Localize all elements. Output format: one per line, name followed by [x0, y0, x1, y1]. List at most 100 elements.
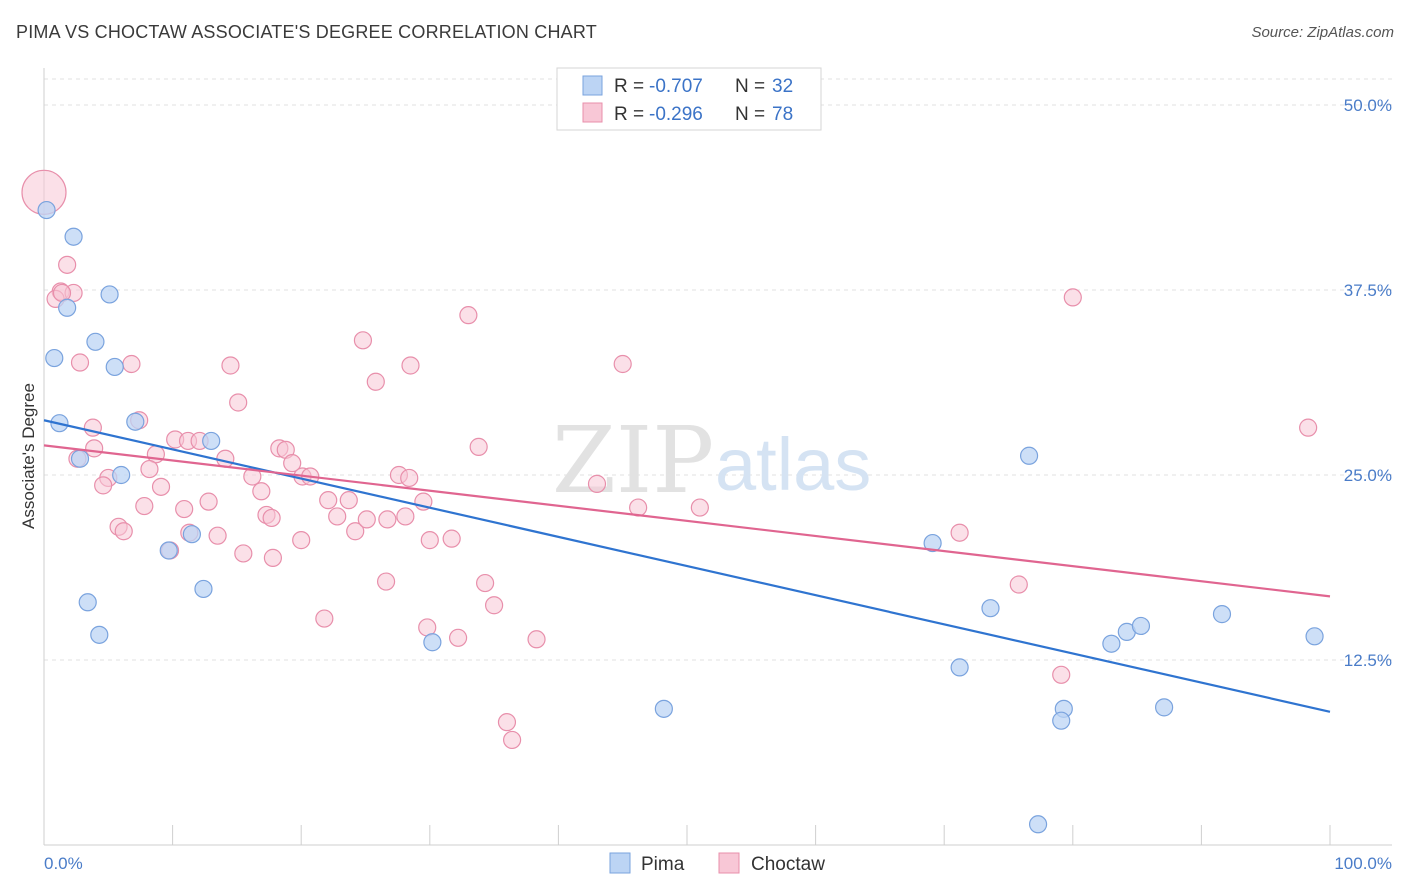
pima-point-14: [78, 593, 97, 612]
legend-n-label-choctaw: N =: [735, 104, 765, 125]
choctaw-point-63: [497, 713, 517, 732]
pima-point-18: [654, 699, 673, 718]
choctaw-point-36: [208, 526, 227, 545]
choctaw-point-19: [175, 499, 194, 519]
watermark: ZIP atlas: [552, 407, 871, 514]
x-tick-labels: 0.0% 100.0%: [44, 854, 1392, 873]
y-tick-labels: 12.5% 25.0% 37.5% 50.0%: [1344, 96, 1392, 670]
choctaw-point-51: [401, 356, 420, 375]
choctaw-point-1: [58, 255, 77, 274]
choctaw-point-10: [85, 439, 104, 458]
choctaw-point-60: [376, 572, 396, 591]
pima-point-25: [1131, 616, 1151, 636]
watermark-zip: ZIP: [552, 407, 714, 514]
legend-swatch-pima: [582, 75, 603, 96]
y-axis-label: Associate's Degree: [19, 383, 38, 529]
legend-n-value-choctaw: 78: [772, 104, 793, 125]
pima-point-9: [112, 465, 131, 485]
bottom-legend-swatch-choctaw: [718, 852, 740, 874]
chart-title: PIMA VS CHOCTAW ASSOCIATE'S DEGREE CORRE…: [16, 22, 597, 42]
choctaw-point-44: [353, 331, 373, 350]
bottom-legend-label-choctaw: Choctaw: [751, 854, 825, 875]
choctaw-point-71: [1009, 575, 1028, 594]
choctaw-point-56: [469, 437, 488, 456]
legend-n-label-pima: N =: [735, 76, 765, 97]
choctaw-point-66: [587, 474, 607, 493]
choctaw-point-45: [357, 510, 376, 529]
pima-point-17: [423, 633, 442, 652]
legend-r-label-choctaw: R =: [614, 104, 644, 125]
choctaw-point-25: [229, 393, 248, 412]
choctaw-point-57: [475, 573, 495, 593]
y-tick-label-3: 50.0%: [1344, 96, 1392, 115]
pima-point-30: [1155, 698, 1174, 717]
choctaw-point-24: [216, 449, 235, 468]
choctaw-point-26: [221, 356, 240, 375]
bottom-legend: Pima Choctaw: [609, 852, 825, 875]
pima-point-8: [70, 449, 90, 468]
legend-swatch-choctaw: [582, 102, 603, 123]
pima-point-29: [1052, 711, 1071, 730]
pima-point-16: [90, 625, 109, 644]
choctaw-point-20: [199, 492, 218, 511]
pima-trend-line: [43, 419, 1331, 713]
choctaw-point-58: [485, 596, 504, 615]
pima-point-0: [37, 200, 56, 220]
choctaw-point-55: [459, 306, 478, 325]
bottom-legend-label-pima: Pima: [641, 854, 685, 875]
choctaw-point-59: [315, 609, 334, 628]
choctaw-point-15: [151, 477, 171, 496]
pima-point-4: [58, 298, 77, 317]
choctaw-point-6: [122, 354, 141, 374]
trend-lines: [43, 419, 1331, 713]
choctaw-point-62: [448, 628, 468, 647]
x-tick-label-1: 100.0%: [1334, 854, 1392, 873]
choctaw-point-13: [94, 476, 113, 495]
choctaw-point-18: [114, 522, 133, 541]
choctaw-point-49: [396, 507, 415, 526]
choctaw-point-65: [527, 630, 546, 649]
choctaw-point-37: [234, 544, 253, 563]
bottom-legend-swatch-pima: [609, 852, 631, 874]
pima-point-27: [1305, 627, 1324, 646]
pima-point-2: [45, 348, 64, 368]
pima-point-13: [159, 541, 178, 560]
pima-point-6: [86, 332, 105, 351]
choctaw-point-38: [263, 548, 283, 567]
choctaw-point-69: [690, 498, 709, 517]
pima-point-7: [105, 357, 124, 377]
pima-point-23: [1102, 634, 1121, 653]
choctaw-point-5: [70, 353, 90, 372]
x-tick-label-0: 0.0%: [44, 854, 83, 873]
legend-r-value-pima: -0.707: [649, 76, 703, 97]
choctaw-point-72: [1052, 665, 1071, 684]
data-points: [21, 169, 1324, 834]
choctaw-point-67: [613, 354, 632, 374]
legend-r-label-pima: R =: [614, 76, 644, 97]
choctaw-point-40: [319, 491, 338, 510]
choctaw-point-28: [252, 482, 271, 501]
choctaw-point-16: [135, 496, 154, 516]
choctaw-point-30: [262, 508, 281, 528]
choctaw-trend-line: [43, 444, 1331, 598]
pima-point-26: [1212, 605, 1232, 624]
pima-point-10: [126, 412, 145, 431]
choctaw-point-41: [328, 507, 347, 526]
pima-point-31: [1028, 815, 1048, 834]
legend: R = -0.707 N = 32 R = -0.296 N = 78: [556, 67, 822, 131]
choctaw-point-70: [950, 523, 969, 542]
pima-point-5: [100, 285, 119, 304]
choctaw-point-14: [140, 459, 159, 479]
pima-point-19: [923, 533, 942, 553]
legend-r-value-choctaw: -0.296: [649, 104, 703, 125]
choctaw-point-33: [283, 454, 302, 473]
pima-point-21: [950, 658, 969, 677]
choctaw-point-39: [292, 531, 311, 550]
legend-n-value-pima: 32: [772, 76, 793, 97]
choctaw-point-46: [366, 372, 385, 391]
y-tick-label-2: 37.5%: [1344, 281, 1392, 300]
watermark-atlas: atlas: [715, 423, 871, 506]
y-tick-label-1: 25.0%: [1344, 466, 1392, 485]
pima-point-11: [202, 431, 221, 451]
